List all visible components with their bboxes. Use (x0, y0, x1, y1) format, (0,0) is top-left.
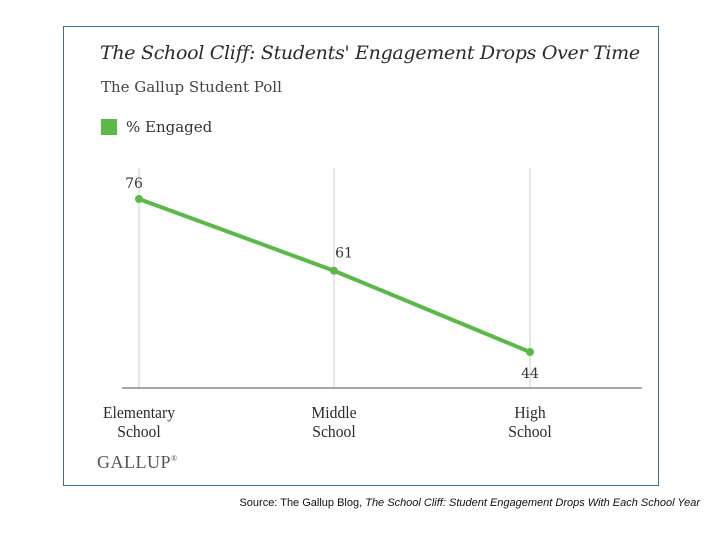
legend-label: % Engaged (126, 118, 213, 136)
x-tick-label-elementary: Elementary School (84, 403, 194, 441)
data-point-1 (330, 266, 338, 275)
x-tick-label-line: Middle (311, 403, 357, 422)
x-tick-label-line: School (312, 422, 356, 441)
data-label-2: 44 (521, 366, 539, 382)
logo-text: GALLUP (97, 452, 171, 472)
data-point-0 (135, 195, 143, 203)
legend: % Engaged (101, 118, 212, 136)
x-tick-label-line: School (117, 422, 161, 441)
source-note: Source: The Gallup Blog, The School Clif… (239, 497, 700, 509)
gallup-logo: GALLUP® (97, 452, 178, 473)
x-tick-label-line: Elementary (102, 403, 176, 422)
source-prefix: Source: The Gallup Blog, (239, 497, 366, 509)
chart-subtitle: The Gallup Student Poll (101, 78, 282, 96)
source-title: The School Cliff: Student Engagement Dro… (365, 497, 700, 509)
x-tick-label-middle: Middle School (279, 403, 389, 441)
data-label-0: 76 (125, 176, 143, 192)
legend-swatch (101, 119, 117, 135)
data-label-1: 61 (335, 246, 353, 262)
chart-frame (63, 26, 659, 486)
x-tick-label-high: High School (475, 403, 585, 441)
chart-title: The School Cliff: Students' Engagement D… (100, 42, 640, 64)
data-point-2 (526, 348, 534, 356)
x-tick-label-line: High (514, 403, 546, 422)
x-tick-label-line: School (508, 422, 552, 441)
logo-registered-mark: ® (171, 454, 178, 463)
